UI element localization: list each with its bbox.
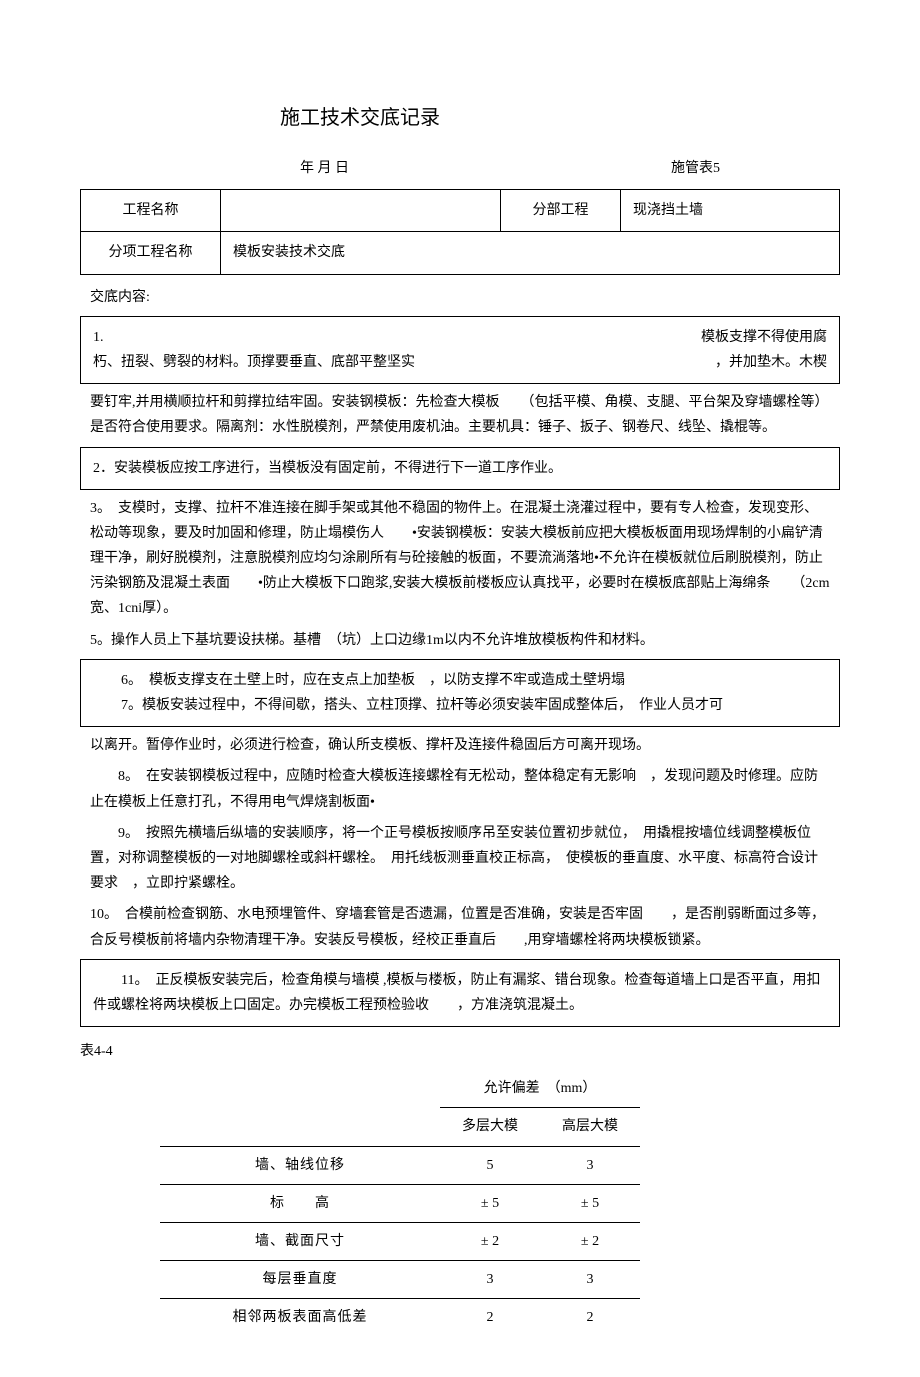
- spec-header-top: 允许偏差 （mm）: [440, 1070, 640, 1108]
- row-label: 每层垂直度: [160, 1261, 440, 1299]
- table-row: 墙、轴线位移 5 3: [160, 1146, 640, 1184]
- cell: 3: [540, 1146, 640, 1184]
- project-name-label: 工程名称: [81, 190, 221, 232]
- spec-col2: 高层大模: [540, 1108, 640, 1146]
- table-row: 每层垂直度 3 3: [160, 1261, 640, 1299]
- subpart-value: 现浇挡土墙: [621, 190, 840, 232]
- form-number: 施管表5: [671, 156, 720, 181]
- date-label: 年 月 日: [300, 156, 349, 181]
- cell: 5: [440, 1146, 540, 1184]
- cell: 3: [540, 1261, 640, 1299]
- table-row: 标 高 ± 5 ± 5: [160, 1184, 640, 1222]
- table-row: 相邻两板表面高低差 2 2: [160, 1299, 640, 1337]
- p7: 7。模板安装过程中，不得间歇，搭头、立柱顶撑、拉杆等必须安装牢固成整体后， 作业…: [93, 693, 827, 718]
- header-table: 工程名称 分部工程 现浇挡土墙 分项工程名称 模板安装技术交底: [80, 189, 840, 274]
- p10: 10。 合模前检查钢筋、水电预埋管件、穿墙套管是否遗漏，位置是否准确，安装是否牢…: [80, 902, 840, 952]
- cell: 2: [440, 1299, 540, 1337]
- spec-table: 允许偏差 （mm） 多层大模 高层大模 墙、轴线位移 5 3 标 高 ± 5 ±…: [160, 1070, 640, 1336]
- content-box-4: 11。 正反模板安装完后，检查角模与墙模 ,模板与楼板，防止有漏浆、错台现象。检…: [80, 959, 840, 1027]
- p1-tail: 模板支撑不得使用腐: [701, 325, 827, 350]
- p6: 6。 模板支撑支在土壁上时，应在支点上加垫板 ，以防支撑不牢或造成土壁坍塌: [93, 668, 827, 693]
- cell: 2: [540, 1299, 640, 1337]
- item-name-value: 模板安装技术交底: [221, 232, 840, 274]
- p1-num: 1.: [93, 325, 104, 350]
- date-row: 年 月 日 施管表5: [80, 156, 840, 181]
- cell: ± 5: [540, 1184, 640, 1222]
- cell: 3: [440, 1261, 540, 1299]
- row-label: 墙、轴线位移: [160, 1146, 440, 1184]
- cell: ± 2: [440, 1223, 540, 1261]
- p1-rest: 要钉牢,并用横顺拉杆和剪撑拉结牢固。安装钢模板：先检查大模板 （包括平模、角模、…: [80, 390, 840, 440]
- item-name-label: 分项工程名称: [81, 232, 221, 274]
- project-name-value: [221, 190, 501, 232]
- content-label: 交底内容:: [80, 285, 840, 310]
- spec-table-caption: 表4-4: [80, 1039, 840, 1064]
- cell: ± 5: [440, 1184, 540, 1222]
- table-row: 墙、截面尺寸 ± 2 ± 2: [160, 1223, 640, 1261]
- content-box-1: 1. 模板支撑不得使用腐 朽、扭裂、劈裂的材料。顶撑要垂直、底部平整坚实 ，并加…: [80, 316, 840, 384]
- cell: ± 2: [540, 1223, 640, 1261]
- subpart-label: 分部工程: [501, 190, 621, 232]
- content-box-3: 6。 模板支撑支在土壁上时，应在支点上加垫板 ，以防支撑不牢或造成土壁坍塌 7。…: [80, 659, 840, 727]
- p1-line2a: 朽、扭裂、劈裂的材料。顶撑要垂直、底部平整坚实: [93, 350, 415, 375]
- p2: 2．安装模板应按工序进行，当模板没有固定前，不得进行下一道工序作业。: [93, 461, 562, 476]
- p8: 8。 在安装钢模板过程中，应随时检查大模板连接螺栓有无松动，整体稳定有无影响 ，…: [80, 764, 840, 814]
- p3: 3。 支模时，支撑、拉杆不准连接在脚手架或其他不稳固的物件上。在混凝土浇灌过程中…: [80, 496, 840, 622]
- p1-line2b: ，并加垫木。木楔: [715, 350, 827, 375]
- content-box-2: 2．安装模板应按工序进行，当模板没有固定前，不得进行下一道工序作业。: [80, 447, 840, 490]
- row-label: 相邻两板表面高低差: [160, 1299, 440, 1337]
- row-label: 标 高: [160, 1184, 440, 1222]
- p5: 5。操作人员上下基坑要设扶梯。基槽 （坑）上口边缘1m以内不允许堆放模板构件和材…: [80, 628, 840, 653]
- page-title: 施工技术交底记录: [0, 100, 840, 136]
- p11: 11。 正反模板安装完后，检查角模与墙模 ,模板与楼板，防止有漏浆、错台现象。检…: [93, 968, 827, 1018]
- p7b: 以离开。暂停作业时，必须进行检查，确认所支模板、撑杆及连接件稳固后方可离开现场。: [80, 733, 840, 758]
- p9: 9。 按照先横墙后纵墙的安装顺序，将一个正号模板按顺序吊至安装位置初步就位， 用…: [80, 821, 840, 897]
- row-label: 墙、截面尺寸: [160, 1223, 440, 1261]
- spec-col1: 多层大模: [440, 1108, 540, 1146]
